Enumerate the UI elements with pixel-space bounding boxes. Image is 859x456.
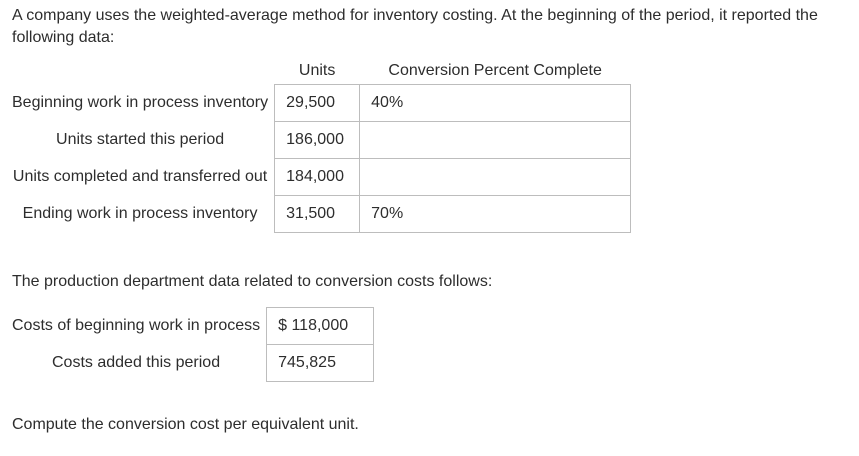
units-value: 29,500 bbox=[274, 84, 361, 123]
conversion-column-header: Conversion Percent Complete bbox=[388, 62, 602, 80]
costs-intro-text: The production department data related t… bbox=[12, 273, 493, 291]
conversion-value: 40% bbox=[359, 84, 632, 123]
table-row: Units completed and transferred out 184,… bbox=[12, 158, 632, 197]
table-row: Ending work in process inventory 31,500 … bbox=[12, 195, 632, 234]
header-spacer bbox=[12, 60, 275, 85]
cost-value: $ 118,000 bbox=[266, 306, 375, 345]
conversion-value bbox=[359, 121, 632, 160]
costs-table: Costs of beginning work in process $ 118… bbox=[12, 306, 375, 382]
problem-page: A company uses the weighted-average meth… bbox=[12, 7, 818, 433]
conversion-value: 70% bbox=[359, 195, 632, 234]
row-label: Beginning work in process inventory bbox=[12, 94, 269, 112]
units-table: Units Conversion Percent Complete Beginn… bbox=[12, 60, 632, 234]
table-row: Costs of beginning work in process $ 118… bbox=[12, 306, 375, 345]
units-column-header: Units bbox=[298, 62, 336, 80]
units-value: 31,500 bbox=[274, 195, 361, 234]
units-value: 186,000 bbox=[274, 121, 361, 160]
row-label: Costs of beginning work in process bbox=[12, 316, 261, 334]
conversion-value bbox=[359, 158, 632, 197]
row-label: Units started this period bbox=[56, 131, 225, 149]
table-row: Costs added this period 745,825 bbox=[12, 343, 375, 382]
cost-value: 745,825 bbox=[266, 343, 375, 382]
table-row: Beginning work in process inventory 29,5… bbox=[12, 84, 632, 123]
question-text: Compute the conversion cost per equivale… bbox=[12, 415, 359, 433]
units-table-header-row: Units Conversion Percent Complete bbox=[12, 60, 631, 85]
row-label: Ending work in process inventory bbox=[22, 205, 258, 223]
row-label: Units completed and transferred out bbox=[12, 168, 268, 186]
row-label: Costs added this period bbox=[52, 353, 221, 371]
table-row: Units started this period 186,000 bbox=[12, 121, 632, 160]
units-value: 184,000 bbox=[274, 158, 361, 197]
intro-text: A company uses the weighted-average meth… bbox=[12, 7, 818, 46]
